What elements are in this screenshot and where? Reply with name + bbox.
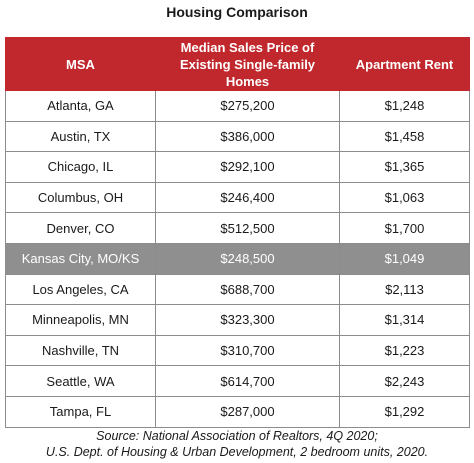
cell-msa: Columbus, OH — [5, 181, 156, 214]
cell-rent: $1,700 — [339, 212, 470, 244]
cell-msa: Los Angeles, CA — [5, 273, 156, 306]
cell-price: $287,000 — [155, 395, 340, 428]
header-median-price-line1: Median Sales Price of — [180, 39, 315, 55]
source-note: Source: National Association of Realtors… — [0, 428, 474, 460]
cell-price: $248,500 — [155, 242, 340, 275]
table-row: Denver, CO $512,500 $1,700 — [5, 212, 470, 244]
header-median-price-line2: Existing Single-family Homes — [179, 56, 316, 89]
cell-price: $688,700 — [155, 273, 340, 306]
cell-msa: Austin, TX — [5, 120, 156, 153]
header-apartment-rent: Apartment Rent — [339, 37, 470, 91]
table-row: Atlanta, GA $275,200 $1,248 — [5, 90, 470, 122]
table-row: Austin, TX $386,000 $1,458 — [5, 120, 470, 153]
cell-rent: $1,292 — [339, 395, 470, 428]
cell-price: $310,700 — [155, 334, 340, 367]
cell-msa: Seattle, WA — [5, 365, 156, 397]
cell-msa: Minneapolis, MN — [5, 304, 156, 336]
cell-msa: Atlanta, GA — [5, 90, 156, 122]
cell-msa: Denver, CO — [5, 212, 156, 244]
header-median-price: Median Sales Price of Existing Single-fa… — [155, 37, 340, 91]
cell-price: $386,000 — [155, 120, 340, 153]
cell-rent: $1,223 — [339, 334, 470, 367]
cell-price: $292,100 — [155, 151, 340, 183]
cell-rent: $1,365 — [339, 151, 470, 183]
cell-msa: Tampa, FL — [5, 395, 156, 428]
cell-rent: $1,049 — [339, 242, 470, 275]
cell-price: $614,700 — [155, 365, 340, 397]
cell-rent: $1,314 — [339, 304, 470, 336]
cell-rent: $1,458 — [339, 120, 470, 153]
cell-price: $323,300 — [155, 304, 340, 336]
table-row: Chicago, IL $292,100 $1,365 — [5, 151, 470, 183]
table-row: Columbus, OH $246,400 $1,063 — [5, 181, 470, 214]
table-row: Seattle, WA $614,700 $2,243 — [5, 365, 470, 397]
header-msa: MSA — [5, 37, 156, 91]
cell-rent: $2,113 — [339, 273, 470, 306]
cell-rent: $2,243 — [339, 365, 470, 397]
table-row: Nashville, TN $310,700 $1,223 — [5, 334, 470, 367]
table-row: Minneapolis, MN $323,300 $1,314 — [5, 304, 470, 336]
source-line-1: Source: National Association of Realtors… — [96, 429, 378, 443]
table-body: Atlanta, GA $275,200 $1,248 Austin, TX $386,… — [5, 90, 470, 428]
cell-price: $275,200 — [155, 90, 340, 122]
cell-price: $246,400 — [155, 181, 340, 214]
header-row: MSA Median Sales Price of Existing Singl… — [5, 37, 470, 91]
source-line-2: U.S. Dept. of Housing & Urban Developmen… — [45, 445, 429, 459]
cell-msa: Kansas City, MO/KS — [5, 242, 156, 275]
table-title: Housing Comparison — [166, 4, 308, 20]
table-row: Tampa, FL $287,000 $1,292 — [5, 395, 470, 428]
table-row: Los Angeles, CA $688,700 $2,113 — [5, 273, 470, 306]
cell-msa: Nashville, TN — [5, 334, 156, 367]
cell-msa: Chicago, IL — [5, 151, 156, 183]
table-row: Kansas City, MO/KS $248,500 $1,049 — [5, 242, 470, 275]
cell-price: $512,500 — [155, 212, 340, 244]
cell-rent: $1,063 — [339, 181, 470, 214]
cell-rent: $1,248 — [339, 90, 470, 122]
housing-table: MSA Median Sales Price of Existing Singl… — [5, 37, 470, 428]
